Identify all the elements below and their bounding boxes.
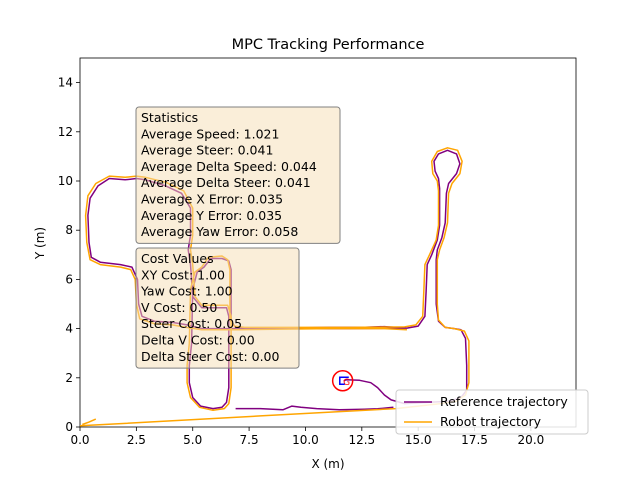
statistics-line-3: Average Delta Steer: 0.041 [141,175,311,190]
statistics-box [135,106,341,244]
x-tick-label-3: 7.5 [240,433,259,447]
x-tick-label-6: 15.0 [405,433,432,447]
cost-values-line-0: XY Cost: 1.00 [141,267,225,282]
x-tick-label-2: 5.0 [183,433,202,447]
axes-frame [79,57,577,428]
x-tick-label-5: 12.5 [348,433,375,447]
statistics-line-5: Average Y Error: 0.035 [141,208,282,223]
plot-area: 0.0 2.5 5.0 7.5 10.0 12.5 15.0 17.5 20.0 0 2 4 6 8 10 1… [58,57,589,447]
y-tick-label-5: 10 [58,174,73,188]
cost-values-line-4: Delta V Cost: 0.00 [141,333,255,348]
statistics-line-2: Average Delta Speed: 0.044 [141,159,317,174]
goal-label: G [343,378,350,388]
legend-label-1: Robot trajectory [440,414,542,429]
statistics-line-4: Average X Error: 0.035 [141,192,283,207]
robot-trajectory-tail [82,418,97,426]
cost-values-box [135,247,300,369]
y-tick-label-4: 8 [65,223,73,237]
goal-circle-marker [331,370,354,392]
x-axis-label: X (m) [311,457,344,471]
y-tick-label-1: 2 [65,371,73,385]
x-tick-label-4: 10.0 [292,433,319,447]
y-tick-label-6: 12 [58,125,73,139]
x-tick-label-0: 0.0 [70,433,89,447]
statistics-line-1: Average Steer: 0.041 [141,143,273,158]
cost-values-line-3: Steer Cost: 0.05 [141,316,242,331]
statistics-line-0: Average Speed: 1.021 [141,126,279,141]
y-tick-label-3: 6 [65,272,73,286]
x-tick-label-8: 20.0 [518,433,545,447]
y-tick-label-7: 14 [58,76,73,90]
cost-values-line-2: V Cost: 0.50 [141,300,217,315]
robot-position-marker [339,376,349,386]
x-tick-label-7: 17.5 [461,433,488,447]
cost-values-line-5: Delta Steer Cost: 0.00 [141,349,280,364]
legend-label-0: Reference trajectory [440,394,568,409]
statistics-line-6: Average Yaw Error: 0.058 [141,224,298,239]
y-tick-label-0: 0 [65,420,73,434]
reference-trajectory-lower-segment [235,405,394,411]
statistics-heading: Statistics [141,110,198,125]
y-tick-label-2: 4 [65,322,73,336]
y-axis-label: Y (m) [33,227,47,260]
chart-title: MPC Tracking Performance [232,37,425,53]
legend-box [395,389,589,435]
cost-values-line-1: Yaw Cost: 1.00 [140,284,233,299]
cost-values-heading: Cost Values [141,251,214,266]
x-tick-label-1: 2.5 [127,433,146,447]
